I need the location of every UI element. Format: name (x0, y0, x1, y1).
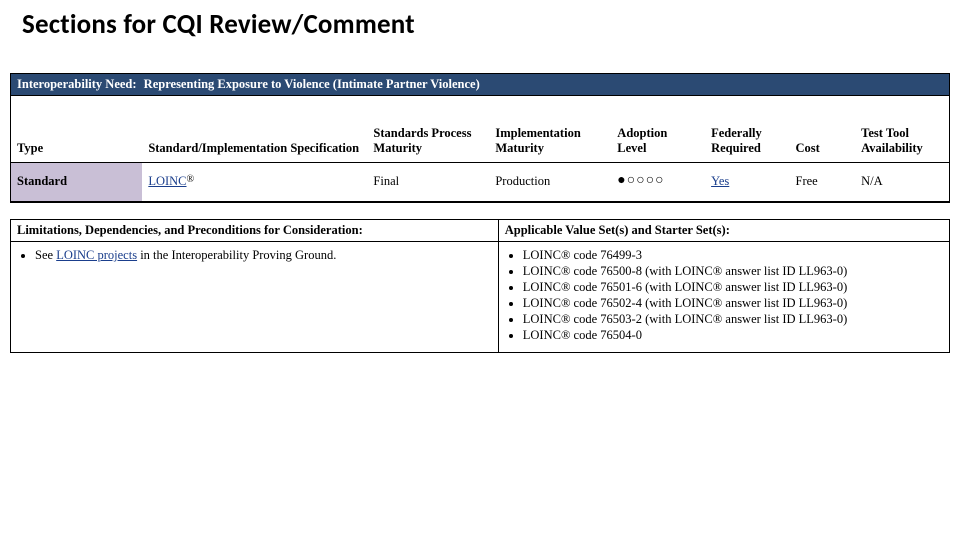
cell-cost: Free (790, 163, 856, 202)
interop-need-value: Representing Exposure to Violence (Intim… (144, 77, 480, 91)
federally-required-link[interactable]: Yes (711, 174, 729, 188)
cell-spm: Final (367, 163, 489, 202)
list-item: LOINC® code 76499-3 (523, 248, 943, 263)
col-spec: Standard/Implementation Specification (142, 96, 367, 163)
col-fr: Federally Required (705, 96, 789, 163)
cell-im: Production (489, 163, 611, 202)
table-header-row: Type Standard/Implementation Specificati… (11, 96, 949, 163)
cell-type: Standard (11, 163, 142, 202)
standards-table-container: Interoperability Need: Representing Expo… (10, 73, 950, 203)
cell-federally-required: Yes (705, 163, 789, 202)
col-al: Adoption Level (611, 96, 705, 163)
cell-tta: N/A (855, 163, 949, 202)
loinc-projects-link[interactable]: LOINC projects (56, 248, 137, 262)
col-spm: Standards Process Maturity (367, 96, 489, 163)
limitations-text-prefix: See (35, 248, 56, 262)
adoption-level-dots: ●○○○○ (617, 173, 664, 188)
interop-need-label: Interoperability Need: (17, 77, 137, 92)
list-item: LOINC® code 76502-4 (with LOINC® answer … (523, 296, 943, 311)
limitations-text-suffix: in the Interoperability Proving Ground. (137, 248, 336, 262)
lower-header-row: Limitations, Dependencies, and Precondit… (11, 220, 949, 242)
col-im: Implementation Maturity (489, 96, 611, 163)
table-row: Standard LOINC® Final Production ●○○○○ Y… (11, 163, 949, 202)
valuesets-header: Applicable Value Set(s) and Starter Set(… (499, 220, 949, 241)
registered-mark: ® (187, 174, 195, 185)
list-item: See LOINC projects in the Interoperabili… (35, 248, 492, 263)
valuesets-list: LOINC® code 76499-3LOINC® code 76500-8 (… (505, 248, 943, 343)
valuesets-cell: LOINC® code 76499-3LOINC® code 76500-8 (… (499, 242, 949, 352)
col-cost: Cost (790, 96, 856, 163)
list-item: LOINC® code 76504-0 (523, 328, 943, 343)
loinc-link[interactable]: LOINC (148, 174, 186, 188)
cell-spec: LOINC® (142, 163, 367, 202)
list-item: LOINC® code 76501-6 (with LOINC® answer … (523, 280, 943, 295)
lower-table: Limitations, Dependencies, and Precondit… (10, 219, 950, 353)
col-type: Type (11, 96, 142, 163)
limitations-cell: See LOINC projects in the Interoperabili… (11, 242, 499, 352)
limitations-list: See LOINC projects in the Interoperabili… (17, 248, 492, 263)
standards-table: Type Standard/Implementation Specificati… (11, 96, 949, 202)
lower-body-row: See LOINC projects in the Interoperabili… (11, 242, 949, 352)
list-item: LOINC® code 76500-8 (with LOINC® answer … (523, 264, 943, 279)
col-tta: Test Tool Availability (855, 96, 949, 163)
cell-adoption: ●○○○○ (611, 163, 705, 202)
interop-need-band: Interoperability Need: Representing Expo… (11, 74, 949, 96)
page-title: Sections for CQI Review/Comment (0, 0, 960, 41)
limitations-header: Limitations, Dependencies, and Precondit… (11, 220, 499, 241)
list-item: LOINC® code 76503-2 (with LOINC® answer … (523, 312, 943, 327)
